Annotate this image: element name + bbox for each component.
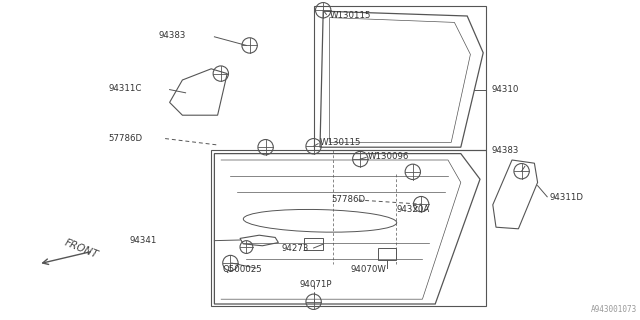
Text: 94273: 94273	[282, 244, 309, 253]
Text: 94320A: 94320A	[397, 205, 430, 214]
Text: FRONT: FRONT	[63, 238, 99, 260]
Text: 94383: 94383	[492, 146, 519, 155]
Bar	[211, 150, 486, 306]
Text: 57786D: 57786D	[109, 134, 143, 143]
Text: A943001073: A943001073	[591, 305, 637, 314]
Text: 94070W: 94070W	[351, 265, 387, 274]
Text: W130115: W130115	[330, 11, 371, 20]
Text: W130096: W130096	[368, 152, 410, 161]
Text: 94341: 94341	[129, 236, 157, 245]
Bar	[378, 248, 396, 260]
Text: 94311C: 94311C	[109, 84, 142, 93]
Text: Q500025: Q500025	[223, 265, 262, 274]
Text: 94383: 94383	[158, 31, 186, 40]
Text: W130115: W130115	[320, 138, 362, 147]
Bar	[314, 6, 486, 150]
Text: 57786D: 57786D	[332, 195, 365, 204]
Text: 94310: 94310	[492, 85, 519, 94]
Bar	[304, 238, 323, 250]
Text: 94071P: 94071P	[300, 280, 332, 289]
Text: 94311D: 94311D	[549, 193, 583, 202]
